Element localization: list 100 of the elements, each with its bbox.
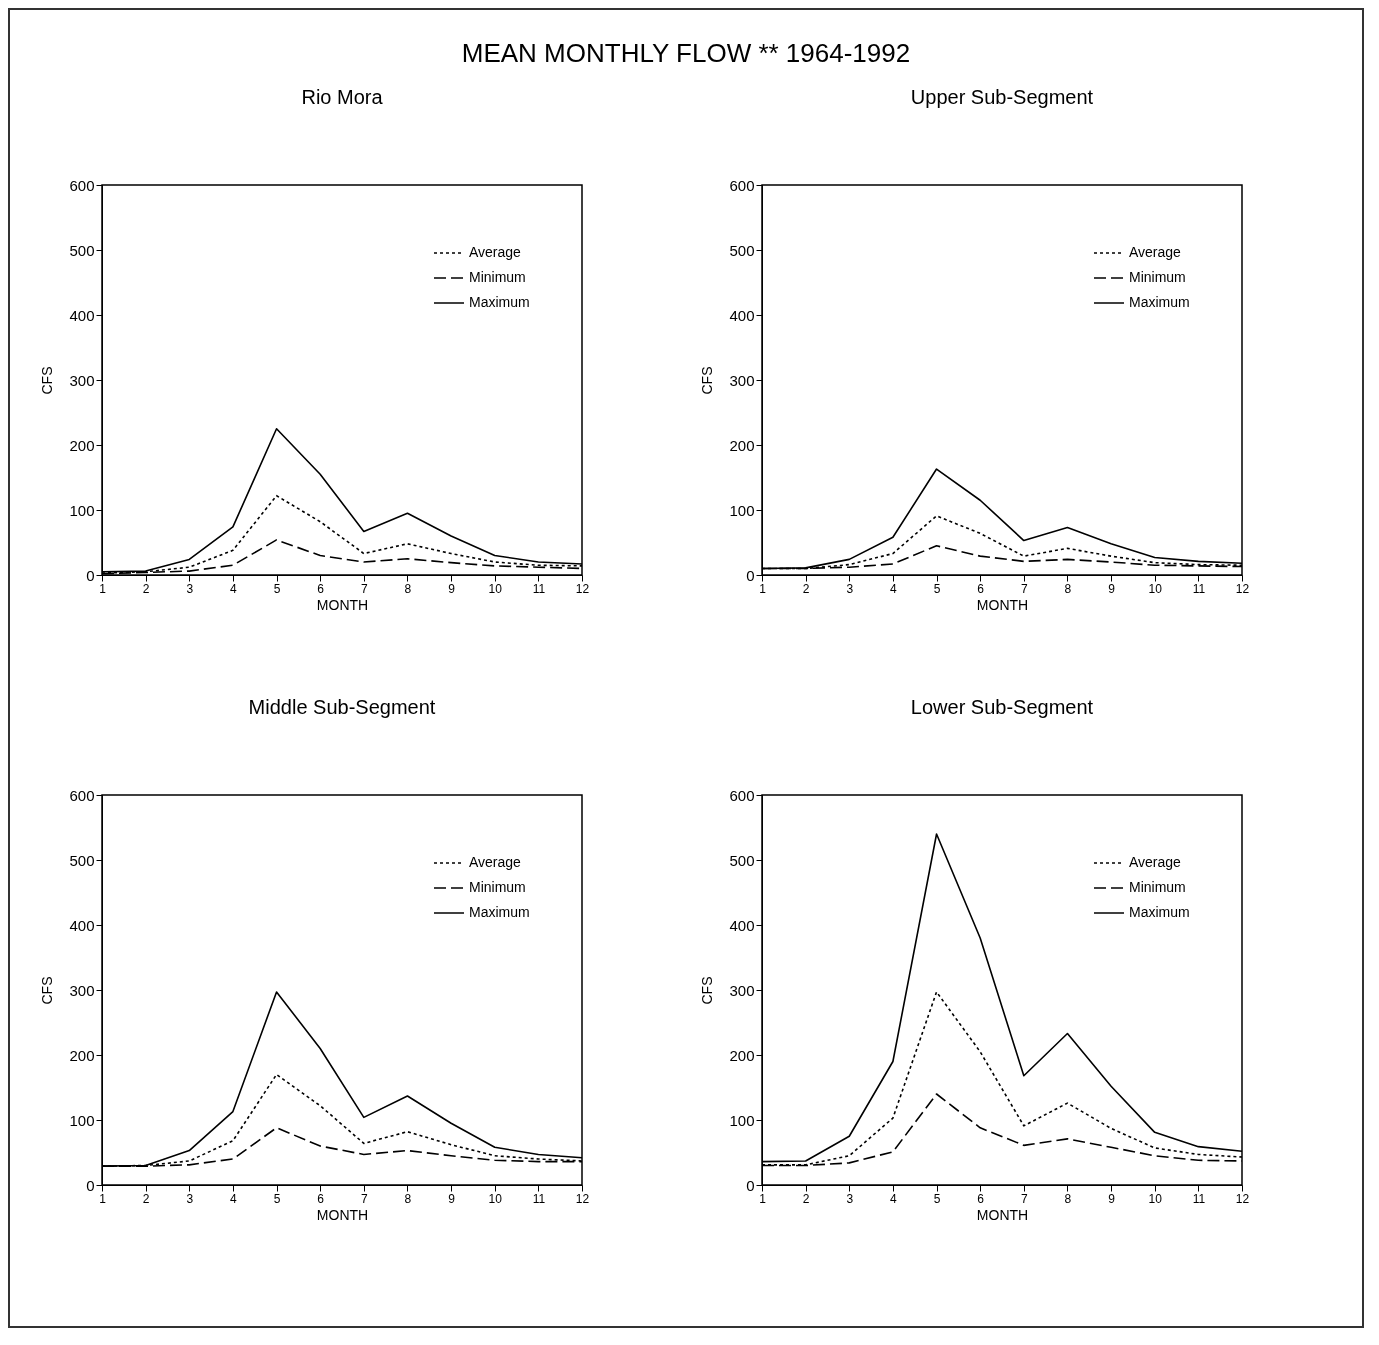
y-tick-label: 500 bbox=[729, 851, 755, 869]
x-tick-label: 8 bbox=[1064, 581, 1072, 596]
y-tick-label: 400 bbox=[729, 306, 755, 324]
x-tick-label: 4 bbox=[230, 581, 238, 596]
legend-label: Maximum bbox=[469, 904, 530, 920]
y-tick-label: 600 bbox=[69, 786, 95, 804]
y-tick-label: 300 bbox=[69, 981, 95, 999]
x-axis-title: MONTH bbox=[316, 1206, 369, 1223]
x-tick-label: 9 bbox=[448, 1191, 456, 1206]
x-tick-label: 9 bbox=[1108, 581, 1116, 596]
x-tick-label: 12 bbox=[575, 581, 590, 596]
x-tick-label: 2 bbox=[802, 1191, 810, 1206]
y-tick-label: 300 bbox=[729, 981, 755, 999]
legend-label: Minimum bbox=[1129, 879, 1186, 895]
y-axis-title: CFS bbox=[39, 976, 56, 1005]
chart-subtitle: Lower Sub-Segment bbox=[910, 696, 1094, 718]
x-tick-label: 6 bbox=[977, 1191, 985, 1206]
x-tick-label: 1 bbox=[759, 1191, 767, 1206]
x-tick-label: 5 bbox=[933, 581, 941, 596]
text: MEAN MONTHLY FLOW ** 1964-1992 bbox=[460, 38, 912, 70]
y-tick-label: 500 bbox=[729, 241, 755, 259]
y-tick-label: 600 bbox=[69, 176, 95, 194]
y-tick-label: 100 bbox=[729, 1111, 755, 1129]
x-axis-title: MONTH bbox=[976, 1206, 1029, 1223]
x-tick-label: 5 bbox=[273, 1191, 281, 1206]
y-tick-label: 600 bbox=[729, 786, 755, 804]
y-tick-label: 0 bbox=[746, 1176, 755, 1194]
x-tick-label: 12 bbox=[1235, 581, 1250, 596]
x-tick-label: 2 bbox=[802, 581, 810, 596]
x-tick-label: 12 bbox=[1235, 1191, 1250, 1206]
y-tick-label: 200 bbox=[69, 1046, 95, 1064]
y-tick-label: 300 bbox=[69, 371, 95, 389]
x-tick-label: 10 bbox=[488, 1191, 503, 1206]
y-tick-label: 100 bbox=[729, 501, 755, 519]
x-axis-title: MONTH bbox=[316, 596, 369, 613]
y-axis-title: CFS bbox=[699, 976, 716, 1005]
y-tick-label: 100 bbox=[69, 501, 95, 519]
y-tick-label: 200 bbox=[729, 1046, 755, 1064]
y-tick-label: 0 bbox=[86, 566, 95, 584]
x-tick-label: 1 bbox=[759, 581, 767, 596]
y-tick-label: 200 bbox=[729, 436, 755, 454]
y-tick-label: 0 bbox=[746, 566, 755, 584]
chart-subtitle: Upper Sub-Segment bbox=[910, 86, 1094, 108]
x-tick-label: 11 bbox=[1192, 1191, 1206, 1206]
x-tick-label: 4 bbox=[230, 1191, 238, 1206]
y-tick-label: 100 bbox=[69, 1111, 95, 1129]
x-tick-label: 4 bbox=[890, 581, 898, 596]
legend-label: Maximum bbox=[469, 294, 530, 310]
x-tick-label: 8 bbox=[404, 1191, 412, 1206]
x-tick-label: 5 bbox=[273, 581, 281, 596]
x-tick-label: 11 bbox=[532, 581, 546, 596]
y-tick-label: 400 bbox=[729, 916, 755, 934]
x-tick-label: 11 bbox=[532, 1191, 546, 1206]
x-tick-label: 4 bbox=[890, 1191, 898, 1206]
x-axis-title: MONTH bbox=[976, 596, 1029, 613]
y-tick-label: 500 bbox=[69, 241, 95, 259]
x-tick-label: 8 bbox=[404, 581, 412, 596]
x-tick-label: 2 bbox=[142, 581, 150, 596]
x-tick-label: 6 bbox=[317, 1191, 325, 1206]
x-tick-label: 5 bbox=[933, 1191, 941, 1206]
y-tick-label: 500 bbox=[69, 851, 95, 869]
x-tick-label: 7 bbox=[1020, 581, 1028, 596]
y-tick-label: 400 bbox=[69, 916, 95, 934]
legend-label: Maximum bbox=[1129, 294, 1190, 310]
legend-label: Minimum bbox=[1129, 269, 1186, 285]
x-tick-label: 9 bbox=[448, 581, 456, 596]
legend-label: Minimum bbox=[469, 879, 526, 895]
legend-label: Minimum bbox=[469, 269, 526, 285]
x-tick-label: 1 bbox=[99, 1191, 107, 1206]
x-tick-label: 3 bbox=[186, 581, 194, 596]
x-tick-label: 10 bbox=[1148, 581, 1163, 596]
y-tick-label: 400 bbox=[69, 306, 95, 324]
legend-label: Average bbox=[469, 244, 522, 260]
y-axis-title: CFS bbox=[699, 366, 716, 395]
x-tick-label: 3 bbox=[846, 1191, 854, 1206]
x-tick-label: 6 bbox=[317, 581, 325, 596]
y-tick-label: 0 bbox=[86, 1176, 95, 1194]
legend-label: Average bbox=[1129, 244, 1182, 260]
x-tick-label: 9 bbox=[1108, 1191, 1116, 1206]
x-tick-label: 10 bbox=[1148, 1191, 1163, 1206]
chart-subtitle: Middle Sub-Segment bbox=[248, 696, 436, 718]
y-tick-label: 300 bbox=[729, 371, 755, 389]
y-axis-title: CFS bbox=[39, 366, 56, 395]
x-tick-label: 7 bbox=[360, 581, 368, 596]
x-tick-label: 11 bbox=[1192, 581, 1206, 596]
x-tick-label: 10 bbox=[488, 581, 503, 596]
legend-label: Average bbox=[1129, 854, 1182, 870]
x-tick-label: 7 bbox=[1020, 1191, 1028, 1206]
x-tick-label: 1 bbox=[99, 581, 107, 596]
x-tick-label: 7 bbox=[360, 1191, 368, 1206]
y-tick-label: 200 bbox=[69, 436, 95, 454]
y-tick-label: 600 bbox=[729, 176, 755, 194]
x-tick-label: 3 bbox=[846, 581, 854, 596]
x-tick-label: 8 bbox=[1064, 1191, 1072, 1206]
legend-label: Maximum bbox=[1129, 904, 1190, 920]
x-tick-label: 3 bbox=[186, 1191, 194, 1206]
legend-label: Average bbox=[469, 854, 522, 870]
chart-subtitle: Rio Mora bbox=[301, 86, 384, 108]
x-tick-label: 12 bbox=[575, 1191, 590, 1206]
x-tick-label: 6 bbox=[977, 581, 985, 596]
